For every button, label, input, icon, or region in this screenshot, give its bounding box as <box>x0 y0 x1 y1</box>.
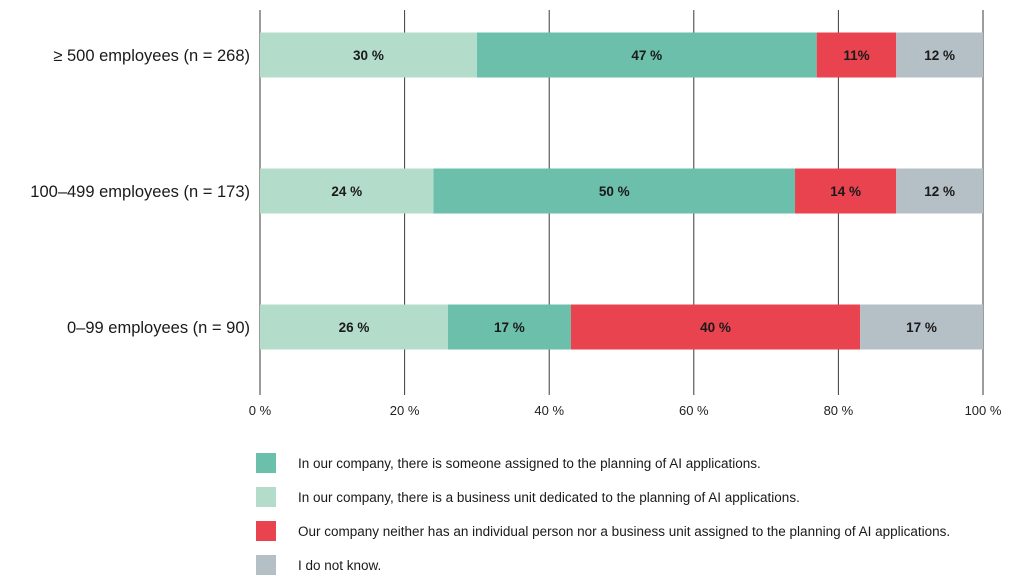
x-tick-label: 20 % <box>390 403 420 418</box>
bar-segment <box>433 168 796 214</box>
bar-segment <box>476 32 817 78</box>
x-tick-label: 60 % <box>679 403 709 418</box>
legend-swatch <box>256 453 276 473</box>
legend: In our company, there is someone assigne… <box>256 446 1016 582</box>
bar-value-label: 17 % <box>906 320 937 335</box>
legend-swatch <box>256 555 276 575</box>
stacked-bar-chart: 30 % 47 % 11% 12 % 24 % 50 % 14 % 12 % 26 % 17 % 4… <box>30 10 1002 418</box>
legend-swatch <box>256 487 276 507</box>
legend-label: In our company, there is a business unit… <box>298 489 800 505</box>
bar-value-label: 12 % <box>924 48 955 63</box>
legend-label: Our company neither has an individual pe… <box>298 523 951 539</box>
x-tick-label: 40 % <box>534 403 564 418</box>
bar-segment <box>896 32 983 78</box>
bar-value-label: 12 % <box>924 184 955 199</box>
bar-segment <box>447 304 571 350</box>
bar-value-label: 40 % <box>700 320 731 335</box>
category-label: 0–99 employees (n = 90) <box>67 319 250 337</box>
bar-value-label: 14 % <box>830 184 861 199</box>
legend-item: Our company neither has an individual pe… <box>256 514 1016 548</box>
bar-segment <box>860 304 983 350</box>
x-tick-label: 0 % <box>249 403 272 418</box>
category-label: 100–499 employees (n = 173) <box>30 183 250 201</box>
x-tick-label: 80 % <box>824 403 854 418</box>
bar-segment <box>260 304 448 350</box>
bar-segment <box>896 168 983 214</box>
legend-swatch <box>256 521 276 541</box>
x-tick-label: 100 % <box>965 403 1002 418</box>
legend-item: In our company, there is a business unit… <box>256 480 1016 514</box>
bar-value-label: 11% <box>843 48 869 63</box>
legend-label: I do not know. <box>298 557 382 573</box>
bar-segment <box>795 168 897 214</box>
x-tick-labels: 0 % 20 % 40 % 60 % 80 % 100 % <box>249 403 1002 418</box>
bar-value-label: 24 % <box>331 184 362 199</box>
bar-segment <box>260 32 477 78</box>
legend-label: In our company, there is someone assigne… <box>298 455 761 471</box>
bar-segment <box>260 168 434 214</box>
value-labels: 30 % 47 % 11% 12 % 24 % 50 % 14 % 12 % 26 % 17 % 4… <box>331 48 955 335</box>
bars <box>260 32 983 350</box>
bar-value-label: 50 % <box>599 184 630 199</box>
category-labels: ≥ 500 employees (n = 268) 100–499 employe… <box>30 47 250 337</box>
bar-value-label: 47 % <box>631 48 662 63</box>
bar-value-label: 26 % <box>339 320 370 335</box>
legend-item: In our company, there is someone assigne… <box>256 446 1016 480</box>
bar-value-label: 30 % <box>353 48 384 63</box>
bar-value-label: 17 % <box>494 320 525 335</box>
category-label: ≥ 500 employees (n = 268) <box>53 47 250 65</box>
bar-segment <box>570 304 861 350</box>
legend-item: I do not know. <box>256 548 1016 582</box>
bar-segment <box>816 32 897 78</box>
